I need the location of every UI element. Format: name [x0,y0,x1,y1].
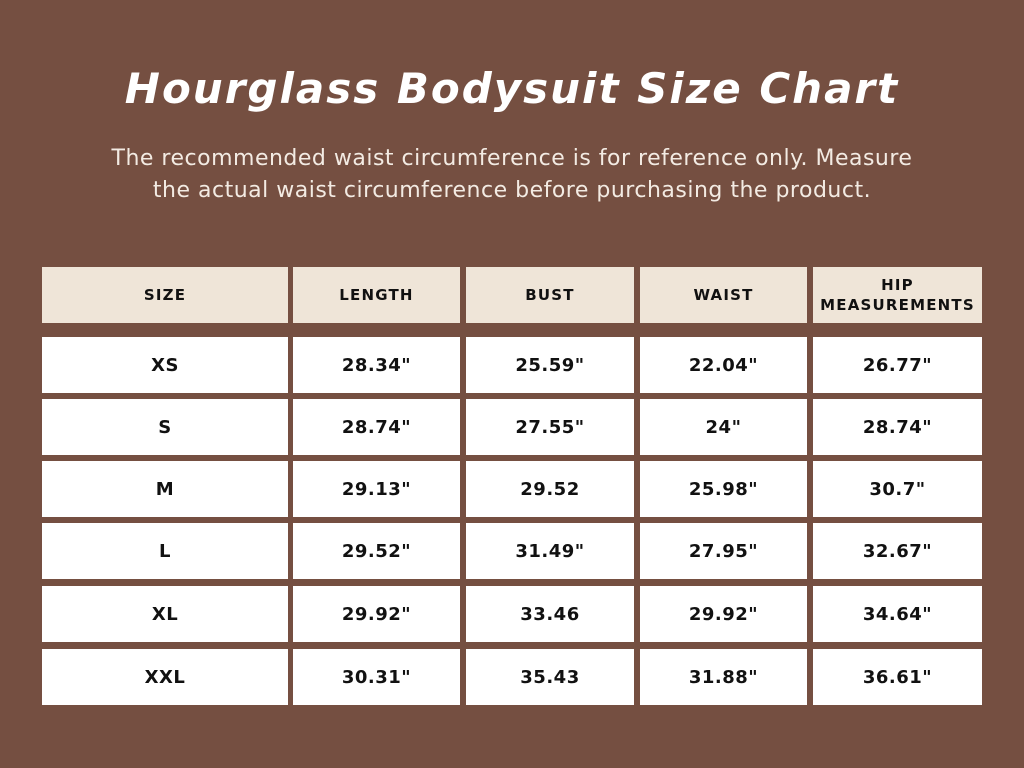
table-cell: 32.67" [813,523,982,579]
subtitle-line: The recommended waist circumference is f… [111,146,913,171]
column-header: LENGTH [293,267,460,323]
table-cell: 31.49" [466,523,634,579]
table-cell: 33.46 [466,586,634,642]
subtitle-line: the actual waist circumference before pu… [152,178,872,203]
table-cell: 27.95" [640,523,807,579]
table-cell: XL [42,586,288,642]
table-cell: 22.04" [640,337,807,393]
column-header: WAIST [640,267,807,323]
table-cell: 29.92" [293,586,460,642]
subtitle: The recommended waist circumference is f… [62,143,962,207]
table-cell: 30.7" [813,461,982,517]
table-cell: XXL [42,649,288,705]
table-cell: 28.34" [293,337,460,393]
table-cell: 29.52 [466,461,634,517]
table-cell: XS [42,337,288,393]
table-cell: 25.59" [466,337,634,393]
column-header: SIZE [42,267,288,323]
table-cell: 25.98" [640,461,807,517]
column-header: HIP MEASUREMENTS [813,267,982,323]
table-cell: 35.43 [466,649,634,705]
table-cell: 31.88" [640,649,807,705]
column-header: BUST [466,267,634,323]
table-cell: 30.31" [293,649,460,705]
table-cell: 28.74" [293,399,460,455]
table-cell: 29.13" [293,461,460,517]
table-cell: 34.64" [813,586,982,642]
table-cell: 29.92" [640,586,807,642]
table-cell: 29.52" [293,523,460,579]
table-cell: 26.77" [813,337,982,393]
table-cell: 36.61" [813,649,982,705]
table-cell: 28.74" [813,399,982,455]
table-cell: S [42,399,288,455]
table-cell: M [42,461,288,517]
table-cell: L [42,523,288,579]
table-cell: 24" [640,399,807,455]
table-cell: 27.55" [466,399,634,455]
page-title: Hourglass Bodysuit Size Chart [124,64,900,113]
